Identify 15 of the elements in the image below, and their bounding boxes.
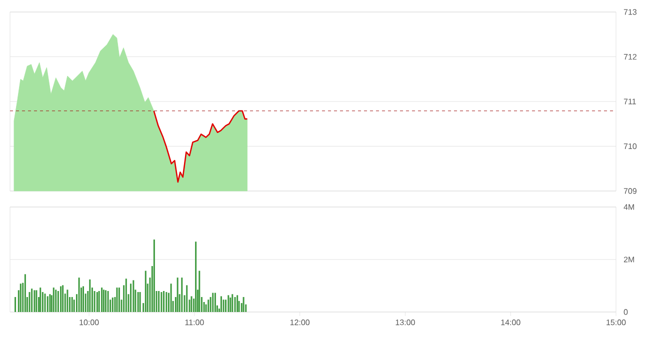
- x-tick-label: 11:00: [185, 320, 204, 326]
- y-tick-label: 4M: [624, 204, 634, 210]
- x-tick-label: 14:00: [501, 320, 520, 326]
- y-tick-label: 710: [624, 143, 637, 150]
- y-tick-label: 2M: [624, 256, 634, 262]
- y-tick-label: 711: [624, 98, 636, 104]
- y-tick-label: 712: [624, 54, 636, 60]
- y-tick-label: 709: [624, 188, 636, 194]
- x-tick-label: 13:00: [396, 320, 415, 326]
- y-tick-label: 713: [624, 9, 637, 15]
- x-tick-label: 12:00: [290, 320, 310, 326]
- y-tick-label: 0: [624, 309, 628, 315]
- x-tick-label: 10:00: [80, 320, 99, 326]
- x-tick-label: 15:00: [606, 320, 626, 326]
- line-series: [153, 110, 248, 183]
